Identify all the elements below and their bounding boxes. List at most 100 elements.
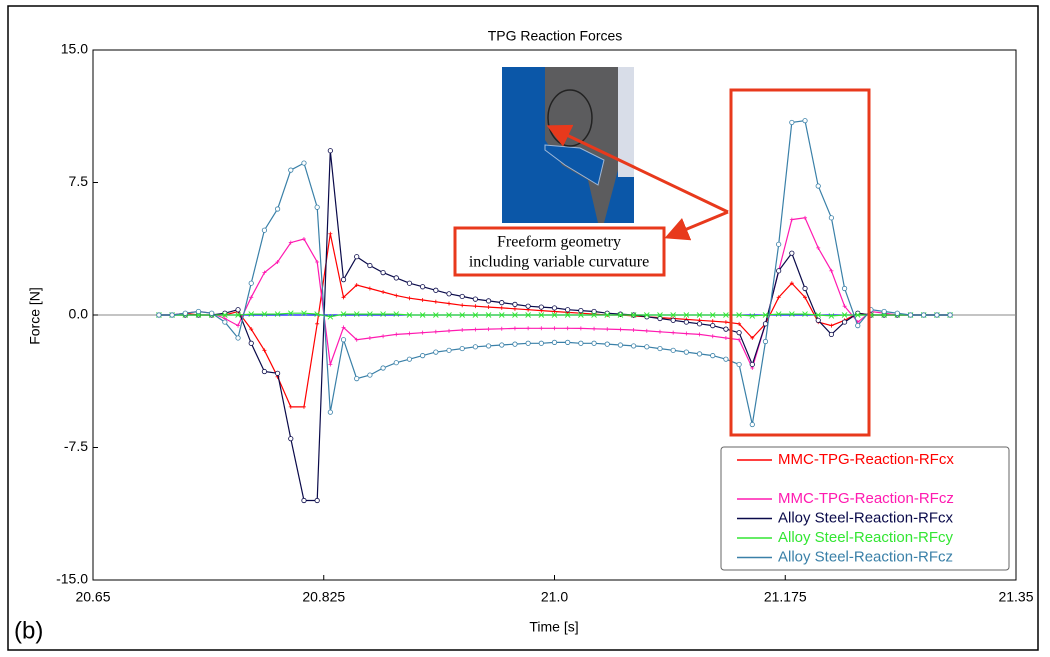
x-tick-label: 21.35 xyxy=(998,589,1033,605)
point-marker xyxy=(724,336,728,340)
point-marker xyxy=(447,348,451,352)
point-marker xyxy=(407,296,411,300)
point-marker xyxy=(935,313,939,317)
point-marker xyxy=(592,327,596,331)
point-marker xyxy=(460,346,464,350)
page: {"chart_data": {"type": "line", "title":… xyxy=(0,0,1050,657)
point-marker xyxy=(790,218,794,222)
point-marker xyxy=(447,329,451,333)
point-marker xyxy=(565,308,569,312)
point-marker xyxy=(724,327,728,331)
point-marker xyxy=(262,228,266,232)
point-marker xyxy=(724,357,728,361)
point-marker xyxy=(381,366,385,370)
point-marker xyxy=(737,362,741,366)
point-marker xyxy=(341,277,345,281)
point-marker xyxy=(763,339,767,343)
point-marker xyxy=(605,327,609,331)
point-marker xyxy=(829,324,833,328)
point-marker xyxy=(328,149,332,153)
point-marker xyxy=(381,334,385,338)
point-marker xyxy=(355,255,359,259)
point-marker xyxy=(526,341,530,345)
point-marker xyxy=(209,311,213,315)
point-marker xyxy=(711,334,715,338)
point-marker xyxy=(513,342,517,346)
point-marker xyxy=(566,326,570,330)
point-marker xyxy=(750,422,754,426)
point-marker xyxy=(420,285,424,289)
point-marker xyxy=(684,320,688,324)
point-marker xyxy=(790,251,794,255)
point-marker xyxy=(249,341,253,345)
point-marker xyxy=(776,269,780,273)
point-marker xyxy=(447,292,451,296)
x-tick-label: 20.825 xyxy=(302,589,345,605)
point-marker xyxy=(434,350,438,354)
point-marker xyxy=(632,328,636,332)
point-marker xyxy=(355,376,359,380)
legend-label: Alloy Steel-Reaction-RFcy xyxy=(778,529,954,546)
point-marker xyxy=(671,348,675,352)
point-marker xyxy=(776,242,780,246)
point-marker xyxy=(315,205,319,209)
point-marker xyxy=(763,322,767,326)
point-marker xyxy=(513,307,517,311)
point-marker xyxy=(816,318,820,322)
point-marker xyxy=(394,332,398,336)
point-marker xyxy=(328,232,332,236)
point-marker xyxy=(289,405,293,409)
legend-label: Alloy Steel-Reaction-RFcx xyxy=(778,509,954,526)
point-marker xyxy=(565,340,569,344)
legend-label: MMC-TPG-Reaction-RFcx xyxy=(778,451,954,468)
point-marker xyxy=(750,362,754,366)
y-tick-label: 15.0 xyxy=(61,41,88,57)
point-marker xyxy=(394,361,398,365)
point-marker xyxy=(618,343,622,347)
point-marker xyxy=(803,286,807,290)
x-tick-label: 21.0 xyxy=(541,589,568,605)
point-marker xyxy=(513,302,517,306)
point-marker xyxy=(711,319,715,323)
point-marker xyxy=(473,304,477,308)
point-marker xyxy=(948,313,952,317)
point-marker xyxy=(473,297,477,301)
x-tick-label: 21.175 xyxy=(764,589,807,605)
point-marker xyxy=(421,298,425,302)
x-axis-label: Time [s] xyxy=(529,619,578,635)
point-marker xyxy=(842,286,846,290)
point-marker xyxy=(302,498,306,502)
point-marker xyxy=(671,331,675,335)
point-marker xyxy=(328,362,332,366)
point-marker xyxy=(829,332,833,336)
point-marker xyxy=(790,120,794,124)
point-marker xyxy=(275,371,279,375)
point-marker xyxy=(196,309,200,313)
point-marker xyxy=(552,306,556,310)
point-marker xyxy=(856,323,860,327)
point-marker xyxy=(513,326,517,330)
annotation: Freeform geometry xyxy=(497,234,621,251)
point-marker xyxy=(592,341,596,345)
point-marker xyxy=(407,357,411,361)
point-marker xyxy=(684,350,688,354)
chart: TPG Reaction Forces Time [s] Force [N] (… xyxy=(0,0,1050,657)
point-marker xyxy=(486,344,490,348)
point-marker xyxy=(460,303,464,307)
point-marker xyxy=(724,320,728,324)
point-marker xyxy=(922,313,926,317)
point-marker xyxy=(275,207,279,211)
point-marker xyxy=(368,336,372,340)
point-marker xyxy=(236,308,240,312)
point-marker xyxy=(526,304,530,308)
point-marker xyxy=(500,343,504,347)
point-marker xyxy=(381,270,385,274)
point-marker xyxy=(341,338,345,342)
point-marker xyxy=(407,281,411,285)
point-marker xyxy=(473,345,477,349)
highlight-box xyxy=(731,90,869,435)
point-marker xyxy=(500,306,504,310)
point-marker xyxy=(697,352,701,356)
point-marker xyxy=(183,311,187,315)
arrow xyxy=(670,212,728,236)
